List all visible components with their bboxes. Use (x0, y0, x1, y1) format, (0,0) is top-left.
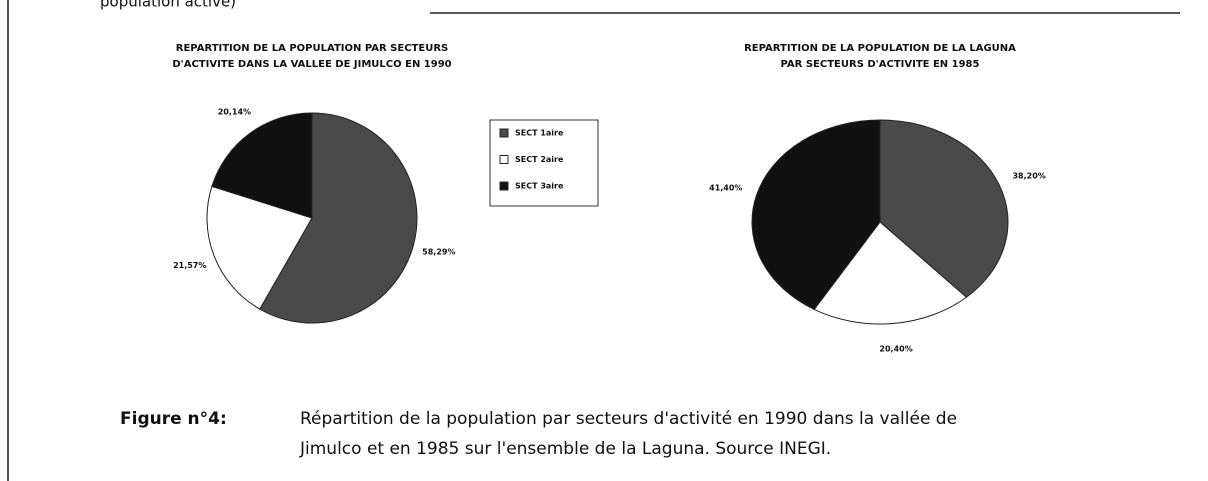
chart-title: PAR SECTEURS D'ACTIVITE EN 1985 (781, 59, 980, 70)
pie-slice (813, 221, 968, 325)
chart-title: REPARTITION DE LA POPULATION PAR SECTEUR… (176, 43, 448, 54)
slice-label: 38,20% (1012, 171, 1045, 180)
slice-label: 20,40% (879, 344, 912, 353)
legend-swatch (499, 155, 509, 164)
caption-line: Jimulco et en 1985 sur l'ensemble de la … (299, 439, 831, 459)
slice-label: 21,57% (173, 261, 206, 270)
chart-title: D'ACTIVITE DANS LA VALLEE DE JIMULCO EN … (172, 59, 451, 70)
legend-label: SECT 1aire (515, 129, 564, 138)
pie-slice (211, 112, 313, 219)
slice-label: 58,29% (422, 247, 455, 256)
pie-slice (751, 119, 881, 311)
pie-slice (259, 112, 418, 324)
legend-swatch (499, 128, 509, 138)
legend-label: SECT 2aire (515, 155, 564, 164)
caption-label: Figure n°4: (120, 409, 227, 429)
chart-title: REPARTITION DE LA POPULATION DE LA LAGUN… (744, 43, 1016, 54)
slice-label: 41,40% (709, 183, 742, 192)
caption-line: Répartition de la population par secteur… (300, 409, 957, 429)
page-top-text: population active) (100, 0, 236, 11)
slice-label: 20,14% (218, 108, 251, 117)
legend-label: SECT 3aire (515, 182, 564, 191)
pie-slice (206, 185, 313, 310)
pie-slice (879, 119, 1009, 298)
legend-swatch (499, 181, 509, 191)
